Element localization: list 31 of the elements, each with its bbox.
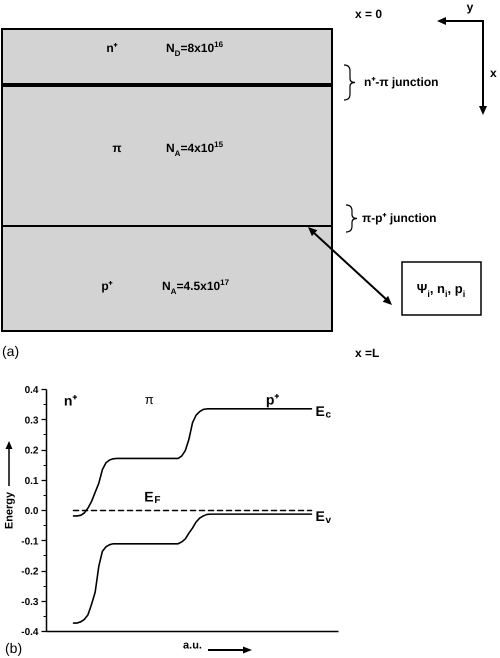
- x-axis-title: a.u.: [183, 640, 202, 652]
- text: n⁺: [106, 41, 118, 55]
- text: p⁺: [101, 279, 113, 293]
- text: y: [466, 0, 474, 14]
- y-tick-label: -0.1: [21, 536, 39, 548]
- y-tick-label: -0.4: [21, 627, 39, 638]
- text: π-p⁺ junction: [362, 211, 437, 225]
- y-tick-label: -0.2: [21, 566, 39, 578]
- text: N$_{A}$=4x10$^{15}$: [166, 140, 224, 158]
- y-tick-label: 0.1: [24, 476, 39, 487]
- text: (b): [5, 640, 22, 656]
- text: x =L: [355, 346, 380, 360]
- text: x: [490, 66, 497, 80]
- y-tick-label: -0.3: [21, 596, 39, 608]
- annotation: p⁺: [266, 392, 280, 408]
- y-tick-label: 0.2: [24, 446, 39, 456]
- line-series: [72, 408, 312, 517]
- line-series: [72, 513, 312, 624]
- y-tick-label: 0.4: [24, 385, 39, 396]
- annotation: n⁺: [64, 392, 78, 408]
- text: (a): [2, 343, 20, 359]
- text: Ψ$_{i}$, n$_{i}$, p$_{i}$: [416, 281, 466, 299]
- text: N$_{A}$=4.5x10$^{17}$: [162, 278, 230, 296]
- y-tick-label: 0.0: [24, 506, 39, 517]
- y-axis-title: Energy: [3, 490, 16, 530]
- text: π: [112, 141, 122, 155]
- annotation: π: [144, 392, 154, 407]
- text: n⁺-π junction: [364, 75, 439, 89]
- text: N$_{D}$=8x10$^{16}$: [166, 40, 224, 58]
- text: x = 0: [355, 7, 382, 21]
- y-tick-label: 0.3: [24, 415, 39, 426]
